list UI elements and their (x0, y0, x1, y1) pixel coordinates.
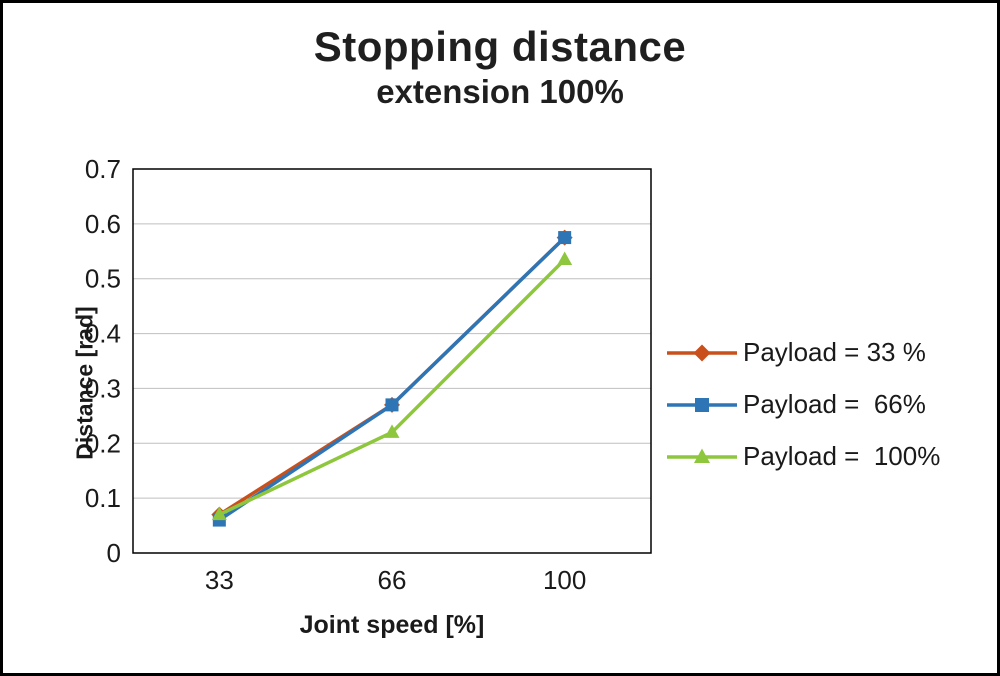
x-tick-label: 100 (543, 565, 586, 595)
triangle-marker-icon (694, 448, 710, 463)
legend-item: Payload = 33 % (667, 337, 940, 368)
line-chart-plot: 0 0.1 0.2 0.3 0.4 0.5 0.6 0.7 33 66 100 (85, 154, 652, 595)
legend-item: Payload = 100% (667, 441, 940, 472)
triangle-marker-icon (211, 506, 227, 521)
y-tick-label: 0.4 (85, 319, 121, 349)
legend-sample (667, 448, 737, 463)
legend-item: Payload = 66% (667, 389, 940, 420)
y-tick-label: 0 (107, 538, 121, 568)
y-tick-label: 0.1 (85, 483, 121, 513)
y-tick-label: 0.7 (85, 154, 121, 184)
legend-label: Payload = 33 % (743, 337, 926, 367)
x-tick-label: 33 (205, 565, 234, 595)
legend: Payload = 33 % Payload = 66% Payload = 100… (667, 337, 940, 472)
triangle-marker-icon (384, 424, 400, 438)
x-tick-label: 66 (378, 565, 407, 595)
chart-title: Stopping distance (313, 23, 687, 70)
x-axis-label: Joint speed [%] (299, 611, 485, 639)
square-marker-icon (558, 231, 572, 245)
y-tick-label: 0.2 (85, 428, 121, 458)
series-line (218, 258, 566, 517)
y-tick-label: 0.5 (85, 264, 121, 294)
y-tick-label: 0.3 (85, 373, 121, 403)
square-marker-icon (695, 397, 709, 412)
series-line (218, 236, 566, 522)
legend-label: Payload = 100% (743, 441, 941, 471)
legend-label: Payload = 66% (743, 389, 926, 419)
plot-border (132, 168, 652, 554)
diamond-marker-icon (693, 344, 711, 361)
triangle-marker-icon (557, 251, 573, 266)
square-marker-icon (385, 398, 399, 412)
chart-header: Stopping distance extension 100% (3, 23, 997, 111)
legend-sample (667, 344, 737, 361)
y-tick-label: 0.6 (85, 209, 121, 239)
chart-subtitle: extension 100% (376, 73, 624, 110)
legend-sample (667, 397, 737, 412)
